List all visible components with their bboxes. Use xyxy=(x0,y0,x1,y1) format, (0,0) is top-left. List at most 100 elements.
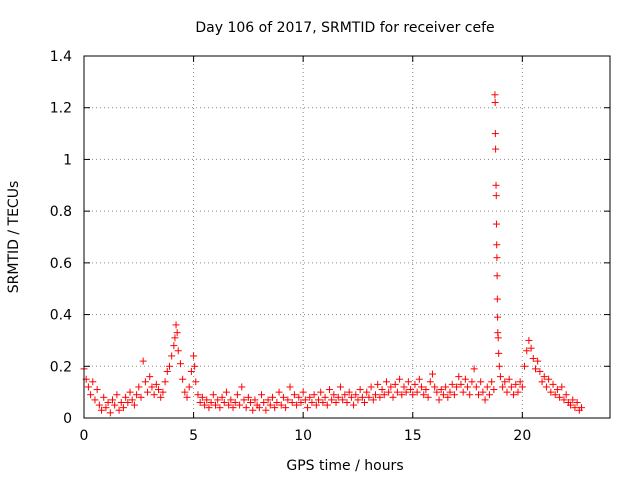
data-point xyxy=(212,401,219,409)
data-point xyxy=(227,396,235,404)
data-point xyxy=(240,396,248,404)
data-point xyxy=(98,406,106,414)
data-point xyxy=(437,386,445,394)
data-point xyxy=(168,352,176,360)
data-point xyxy=(525,336,533,344)
data-point xyxy=(404,378,412,386)
data-point xyxy=(483,383,491,391)
data-point xyxy=(426,378,434,386)
data-point xyxy=(163,367,171,375)
data-point xyxy=(492,192,500,200)
data-point xyxy=(369,396,377,404)
data-point xyxy=(299,388,307,396)
y-tick-label: 0.2 xyxy=(50,359,72,375)
data-point xyxy=(216,404,224,412)
data-point xyxy=(233,391,241,399)
data-point xyxy=(185,383,193,391)
data-point xyxy=(328,396,336,404)
data-point xyxy=(137,393,145,401)
data-point xyxy=(146,373,154,381)
data-point xyxy=(491,91,499,99)
x-tick-label: 5 xyxy=(189,428,198,444)
data-point xyxy=(100,393,108,401)
data-point xyxy=(194,391,202,399)
y-tick-label: 0.8 xyxy=(50,204,72,220)
plot-frame xyxy=(83,55,611,419)
data-point xyxy=(387,383,395,391)
data-point xyxy=(139,357,147,365)
data-point xyxy=(238,383,246,391)
data-point xyxy=(317,388,325,396)
data-point xyxy=(409,391,417,399)
data-point xyxy=(218,393,226,401)
data-point xyxy=(119,404,127,412)
data-point xyxy=(540,373,548,381)
y-axis-ticks: 0 0.2 0.4 0.6 0.8 1 1.2 1.4 xyxy=(50,49,610,427)
data-point xyxy=(173,329,181,337)
data-point xyxy=(165,362,173,370)
x-tick-label: 15 xyxy=(404,428,422,444)
data-point xyxy=(363,388,371,396)
data-point xyxy=(155,386,163,394)
data-point xyxy=(455,373,463,381)
data-point xyxy=(264,396,272,404)
data-point xyxy=(108,396,116,404)
x-tick-label: 10 xyxy=(294,428,312,444)
data-point xyxy=(260,398,268,406)
data-point xyxy=(444,393,452,401)
data-point xyxy=(470,365,478,373)
data-point xyxy=(255,404,263,412)
data-point xyxy=(117,398,125,406)
data-point xyxy=(192,378,200,386)
data-point xyxy=(571,404,579,412)
data-point xyxy=(198,393,206,401)
data-point xyxy=(453,383,461,391)
data-point xyxy=(284,396,292,404)
data-point xyxy=(106,409,114,417)
data-point xyxy=(214,396,222,404)
data-point xyxy=(534,357,542,365)
data-point xyxy=(514,388,522,396)
data-point xyxy=(176,360,184,368)
data-point xyxy=(407,386,415,394)
data-point xyxy=(510,391,518,399)
data-point xyxy=(493,272,501,280)
data-point xyxy=(376,393,384,401)
data-point xyxy=(485,391,493,399)
data-point xyxy=(225,401,233,409)
x-tick-label: 0 xyxy=(80,428,89,444)
data-point xyxy=(286,383,294,391)
data-point xyxy=(398,391,406,399)
data-point xyxy=(457,380,465,388)
data-point xyxy=(207,398,215,406)
data-point xyxy=(418,383,426,391)
data-point xyxy=(499,383,507,391)
data-point xyxy=(516,378,524,386)
data-point xyxy=(336,383,344,391)
data-point xyxy=(415,375,423,383)
data-point xyxy=(183,393,191,401)
data-point xyxy=(472,383,480,391)
data-point xyxy=(249,406,257,414)
data-point xyxy=(385,388,393,396)
y-axis-label: SRMTID / TECUs xyxy=(6,181,22,294)
data-point xyxy=(501,378,509,386)
data-point xyxy=(161,378,169,386)
data-point xyxy=(301,396,309,404)
data-point xyxy=(174,347,182,355)
data-point xyxy=(130,401,138,409)
data-point xyxy=(93,386,101,394)
data-point xyxy=(310,391,318,399)
data-point xyxy=(181,388,189,396)
data-point xyxy=(122,393,130,401)
data-point xyxy=(378,386,386,394)
data-point xyxy=(141,378,149,386)
data-point xyxy=(496,373,504,381)
data-point xyxy=(282,404,290,412)
data-point xyxy=(95,401,103,409)
data-point xyxy=(87,391,95,399)
data-point xyxy=(133,391,141,399)
data-point xyxy=(553,386,561,394)
data-point xyxy=(396,375,404,383)
